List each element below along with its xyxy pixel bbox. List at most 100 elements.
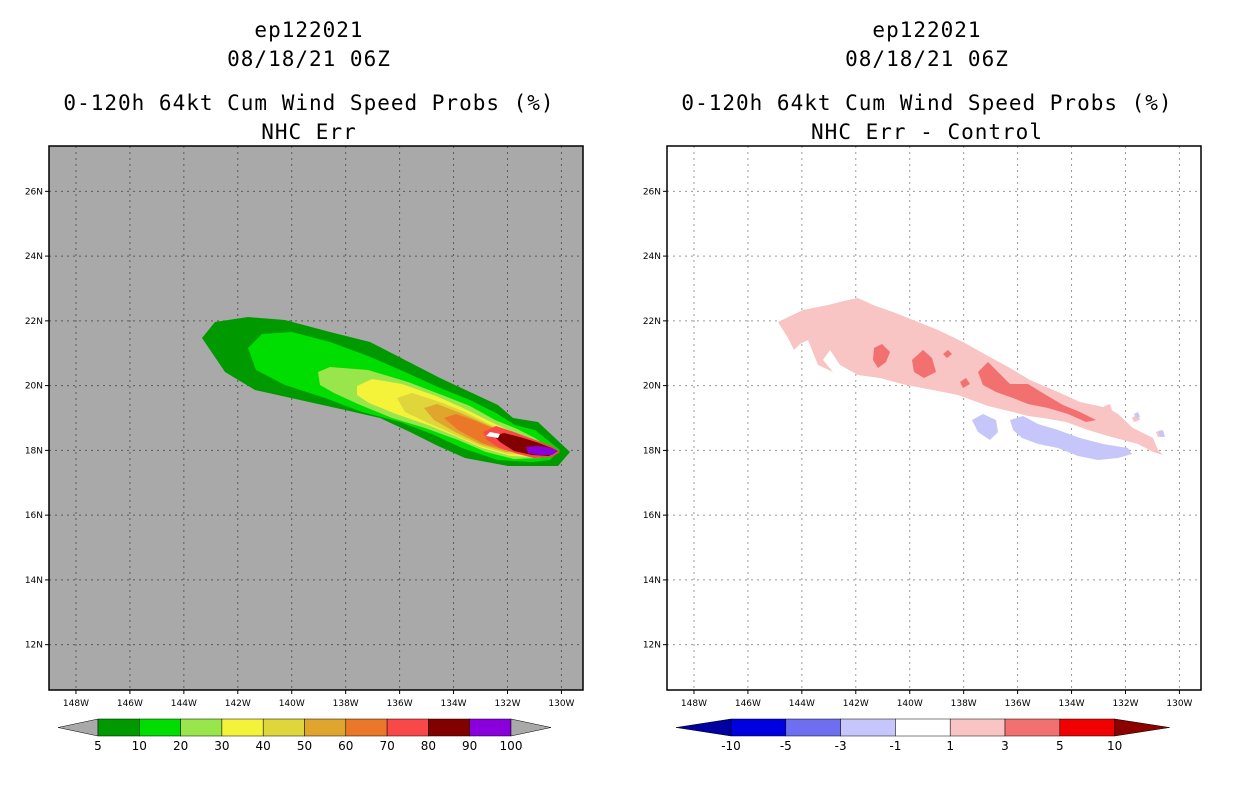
colorbar-segment [730, 718, 787, 737]
lon-label: 138W [951, 699, 977, 709]
left-map-svg: 148W 146W 144W 142W 140W 138W 136W 134W 132W 130W… [25, 145, 584, 753]
right-map-svg: 148W 146W 144W 142W 140W 138W 136W 134W 132W 130W… [643, 145, 1202, 753]
contour-positive-1-3 [1104, 404, 1112, 410]
lat-label: 24N [643, 252, 661, 262]
colorbar-arrow-high [510, 718, 552, 737]
colorbar-label: -1 [889, 739, 901, 753]
probability-contours [202, 317, 570, 466]
colorbar-segment [386, 718, 429, 737]
difference-contours [778, 298, 1165, 460]
colorbar-label: -5 [780, 739, 792, 753]
colorbar-label: 40 [256, 739, 271, 753]
colorbar-arrow-low [57, 718, 99, 737]
lon-label: 144W [171, 699, 197, 709]
lon-label: 148W [681, 699, 707, 709]
storm-id: ep122021 [254, 18, 364, 42]
colorbar-arrow-low [675, 718, 732, 737]
colorbar-label: -3 [835, 739, 847, 753]
contour-negative-1-3 [1010, 416, 1132, 460]
colorbar-segment [1059, 718, 1115, 737]
lon-label: 146W [117, 699, 143, 709]
subtitle: NHC Err [261, 120, 357, 144]
colorbar-segment [139, 718, 181, 737]
latitude-labels: 26N 24N 22N 20N 18N 16N 14N 12N [25, 187, 49, 651]
longitude-labels: 148W 146W 144W 142W 140W 138W 136W 134W 132W 130W [63, 690, 575, 709]
lon-label: 130W [1166, 699, 1192, 709]
lat-label: 22N [25, 317, 43, 327]
colorbar-label: 30 [214, 739, 229, 753]
contour-positive-3-5 [873, 344, 890, 368]
colorbar-label: 10 [132, 739, 147, 753]
right-panel: ep122021 08/18/21 06Z 0-120h 64kt Cum Wi… [618, 0, 1236, 800]
lon-label: 142W [843, 699, 869, 709]
datetime: 08/18/21 06Z [227, 47, 391, 71]
lat-label: 12N [643, 641, 661, 651]
colorbar-segment [180, 718, 223, 737]
left-panel: ep122021 08/18/21 06Z 0-120h 64kt Cum Wi… [25, 18, 584, 753]
datetime: 08/18/21 06Z [845, 47, 1009, 71]
colorbar-segment [895, 718, 951, 737]
lat-label: 20N [643, 382, 661, 392]
contour-90 [526, 446, 558, 455]
contour-positive-3-5 [978, 362, 1096, 422]
lon-label: 132W [1112, 699, 1138, 709]
lon-label: 136W [387, 699, 413, 709]
contour-positive-3-5 [912, 350, 936, 378]
map-frame [666, 145, 1202, 691]
colorbar-segment [221, 718, 264, 737]
colorbar-label: 1 [946, 739, 954, 753]
lon-label: 132W [494, 699, 520, 709]
lat-label: 14N [25, 576, 43, 586]
lon-label: 136W [1005, 699, 1031, 709]
colorbar-label: 3 [1001, 739, 1009, 753]
white-gaps [486, 432, 500, 438]
longitude-labels: 148W 146W 144W 142W 140W 138W 136W 134W 132W 130W [681, 690, 1193, 709]
colorbar-segment [304, 718, 347, 737]
contour-gap [486, 432, 500, 438]
contour-negative-1-3 [1134, 412, 1140, 418]
colorbar-label: 70 [379, 739, 394, 753]
latitude-labels: 26N 24N 22N 20N 18N 16N 14N 12N [643, 187, 667, 651]
contour-negative-1-3 [1158, 430, 1165, 437]
colorbar-label: 50 [297, 739, 312, 753]
lon-label: 138W [333, 699, 359, 709]
colorbar: -10 -5 -3 -1 1 3 5 10 [675, 718, 1170, 753]
lon-label: 134W [1059, 699, 1085, 709]
colorbar-label: 100 [500, 739, 523, 753]
lat-label: 14N [643, 576, 661, 586]
lon-label: 140W [897, 699, 923, 709]
map-frame [48, 145, 584, 691]
product-title: 0-120h 64kt Cum Wind Speed Probs (%) [681, 91, 1173, 115]
contour-negative-1-3 [972, 414, 998, 440]
lon-label: 142W [225, 699, 251, 709]
lat-label: 26N [25, 187, 43, 197]
lon-label: 130W [548, 699, 574, 709]
storm-id: ep122021 [872, 18, 982, 42]
colorbar-segment [97, 718, 140, 737]
colorbar-label: 80 [421, 739, 436, 753]
product-title: 0-120h 64kt Cum Wind Speed Probs (%) [63, 91, 555, 115]
lat-label: 20N [25, 382, 43, 392]
colorbar-label: 20 [173, 739, 188, 753]
lon-label: 134W [441, 699, 467, 709]
lon-label: 144W [789, 699, 815, 709]
colorbar-segment [1004, 718, 1061, 737]
colorbar: 5 10 20 30 40 50 60 70 80 90 100 [57, 718, 552, 753]
colorbar-segment [345, 718, 388, 737]
colorbar-label: 5 [1056, 739, 1064, 753]
contour-positive-1-3 [778, 298, 1163, 455]
colorbar-segment [840, 718, 896, 737]
lat-label: 18N [643, 446, 661, 456]
lon-label: 148W [63, 699, 89, 709]
colorbar-segment [469, 718, 512, 737]
colorbar-arrow-high [1114, 718, 1170, 737]
colorbar-label: 5 [94, 739, 102, 753]
lon-label: 140W [279, 699, 305, 709]
colorbar-segment [785, 718, 841, 737]
colorbar-label: 90 [462, 739, 477, 753]
lat-label: 12N [25, 641, 43, 651]
colorbar-label: 10 [1107, 739, 1122, 753]
lat-label: 24N [25, 252, 43, 262]
colorbar-segment [949, 718, 1006, 737]
lat-label: 26N [643, 187, 661, 197]
